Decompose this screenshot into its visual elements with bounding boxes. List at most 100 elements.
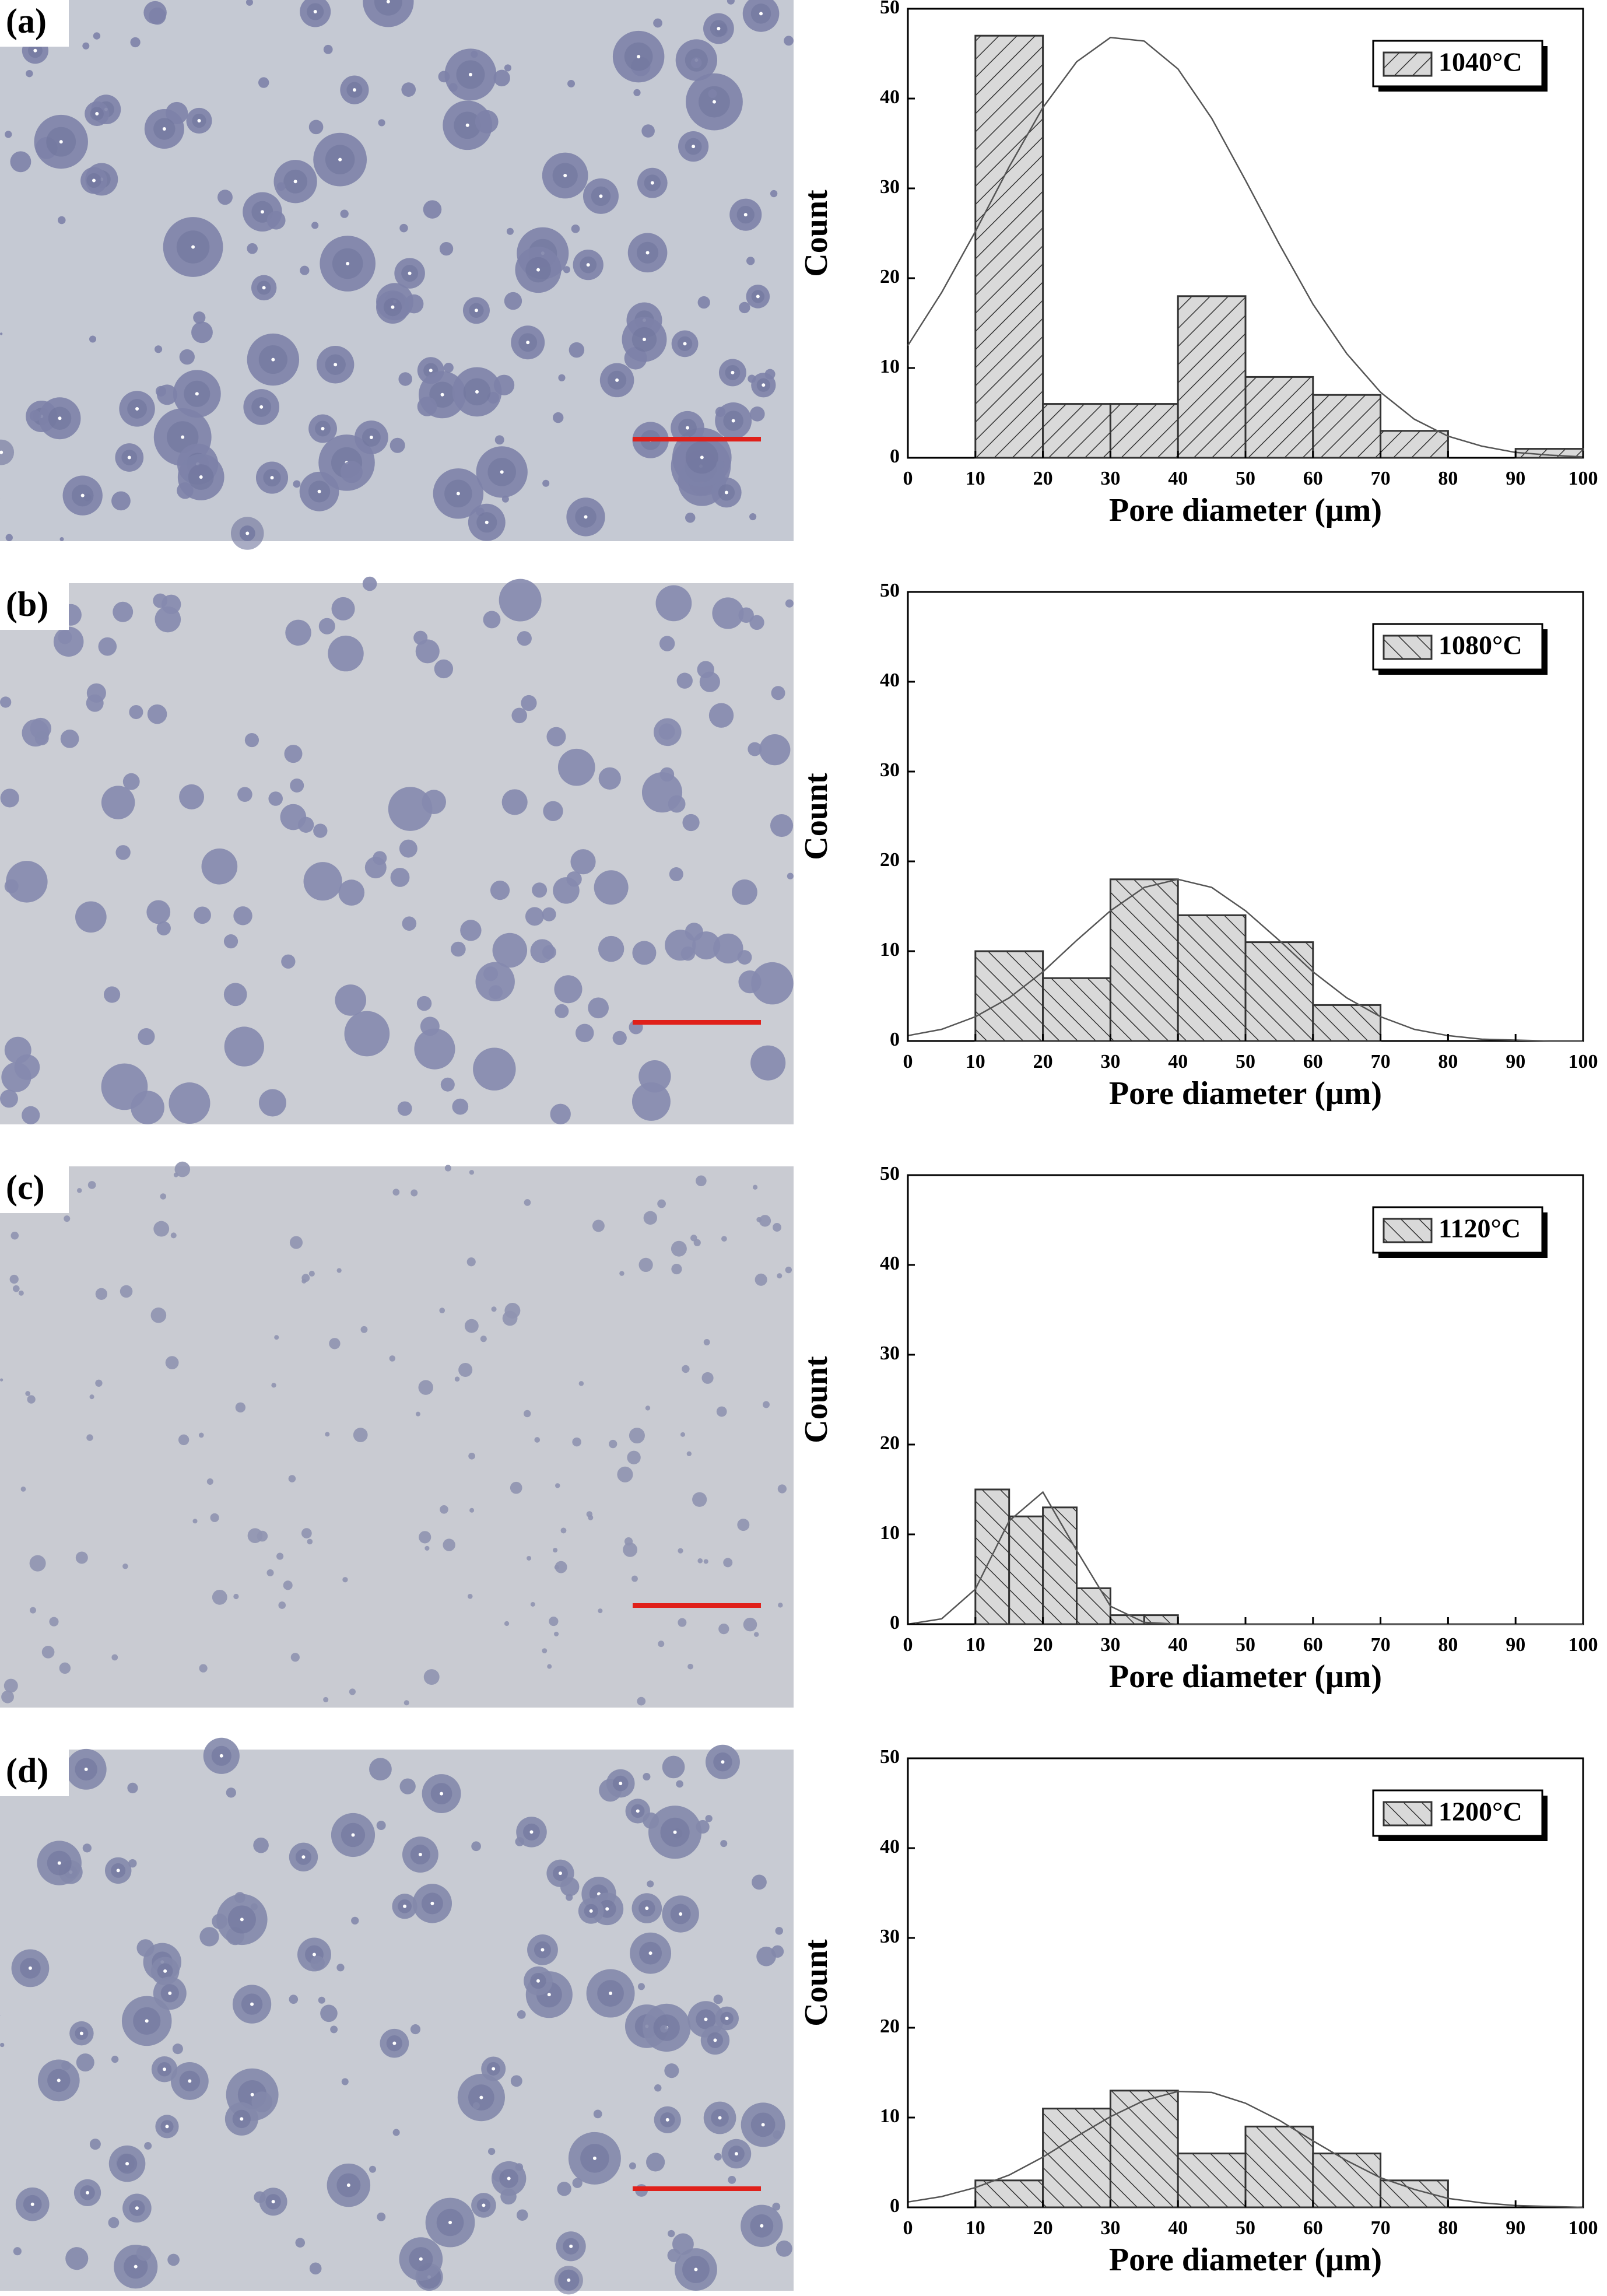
pore	[143, 1, 167, 24]
pore	[645, 1405, 651, 1411]
y-tick-label: 50	[880, 0, 900, 18]
pore-center	[712, 100, 716, 104]
pore	[4, 879, 19, 893]
pore	[771, 686, 785, 700]
pore	[76, 2053, 94, 2072]
pore	[101, 786, 135, 819]
x-tick-label: 70	[1371, 2217, 1391, 2239]
pore-center	[181, 435, 185, 439]
pore	[713, 1994, 723, 2004]
histogram-chart: 0 10 20 30 40 50 60 70 80 90 100 0 10 20 30 40 50 Pore di…	[798, 0, 1598, 528]
pore	[131, 1091, 164, 1124]
pore	[284, 745, 303, 763]
pore	[308, 1270, 315, 1277]
pore	[401, 82, 416, 97]
pore	[338, 879, 365, 906]
pore	[434, 659, 454, 679]
pore	[658, 1640, 665, 1647]
pore	[439, 241, 454, 256]
pore	[693, 1239, 701, 1247]
pore	[665, 930, 696, 961]
pore	[167, 2253, 180, 2266]
pore	[308, 120, 324, 135]
fit-curve	[907, 2091, 1584, 2209]
pore	[59, 1662, 71, 1674]
pore	[253, 1837, 269, 1853]
pore-center	[219, 1754, 223, 1758]
pore-center	[127, 455, 131, 460]
y-tick-label: 30	[880, 176, 900, 198]
pore	[629, 2162, 636, 2169]
pore	[770, 190, 778, 198]
pore-center	[724, 490, 728, 495]
pore-center	[408, 271, 412, 275]
pore	[567, 79, 576, 87]
histogram-bar	[1076, 1587, 1111, 1625]
pore-center	[474, 309, 478, 313]
histogram-bar	[1177, 2153, 1247, 2209]
pore-center	[317, 489, 321, 493]
pore	[320, 2004, 338, 2022]
pore-center	[605, 1907, 609, 1911]
pore-center	[338, 157, 342, 162]
pore	[404, 294, 424, 314]
x-tick-label: 20	[1033, 468, 1053, 489]
pore	[30, 717, 51, 739]
pore	[147, 704, 167, 724]
pore	[41, 1646, 55, 1659]
pore	[772, 2202, 781, 2211]
y-tick-label: 20	[880, 849, 900, 871]
pore	[777, 1273, 783, 1279]
pore	[311, 222, 319, 229]
pore	[748, 742, 762, 756]
pore	[443, 1538, 455, 1551]
pore-center	[28, 1966, 32, 1970]
pore	[300, 265, 310, 275]
histogram-bar	[1109, 403, 1179, 459]
pore	[318, 618, 335, 635]
y-axis-label: Count	[798, 1939, 834, 2027]
x-tick-label: 50	[1236, 1051, 1255, 1072]
pore	[549, 1616, 559, 1627]
pore	[155, 345, 163, 353]
pore-center	[168, 1991, 172, 1995]
pore	[325, 1432, 330, 1437]
x-tick-label: 40	[1168, 2217, 1188, 2239]
pore	[271, 1383, 276, 1388]
pore	[530, 939, 555, 963]
pore	[773, 1223, 781, 1232]
pore	[560, 1877, 580, 1897]
pore-center	[718, 2116, 722, 2120]
pore	[716, 460, 725, 469]
pore-center	[558, 1871, 562, 1876]
pore	[777, 1484, 787, 1494]
pore	[353, 1428, 368, 1442]
pore-center	[569, 2244, 573, 2248]
pore-center	[199, 475, 203, 479]
x-tick-label: 0	[903, 1634, 913, 1656]
pore	[712, 597, 744, 629]
x-tick-label: 10	[966, 1051, 985, 1072]
histogram-bar	[1177, 295, 1247, 459]
legend-swatch	[1383, 1801, 1433, 1827]
pore	[362, 576, 377, 591]
pore	[787, 872, 794, 879]
pore	[212, 1913, 227, 1929]
histogram-bar	[1042, 403, 1111, 459]
pore-center	[563, 173, 567, 177]
x-tick-label: 80	[1438, 468, 1458, 489]
pore	[30, 1607, 37, 1614]
pore	[504, 64, 511, 72]
pore-center	[135, 2206, 139, 2210]
pore	[763, 1401, 770, 1408]
pore	[388, 787, 433, 831]
pore	[25, 1391, 30, 1396]
pore	[547, 1664, 552, 1669]
pore	[144, 2142, 152, 2150]
pore	[490, 881, 510, 900]
pore	[738, 607, 754, 623]
pore	[633, 89, 641, 96]
pore	[150, 1307, 167, 1323]
pore	[557, 2182, 571, 2196]
pore	[699, 671, 720, 692]
